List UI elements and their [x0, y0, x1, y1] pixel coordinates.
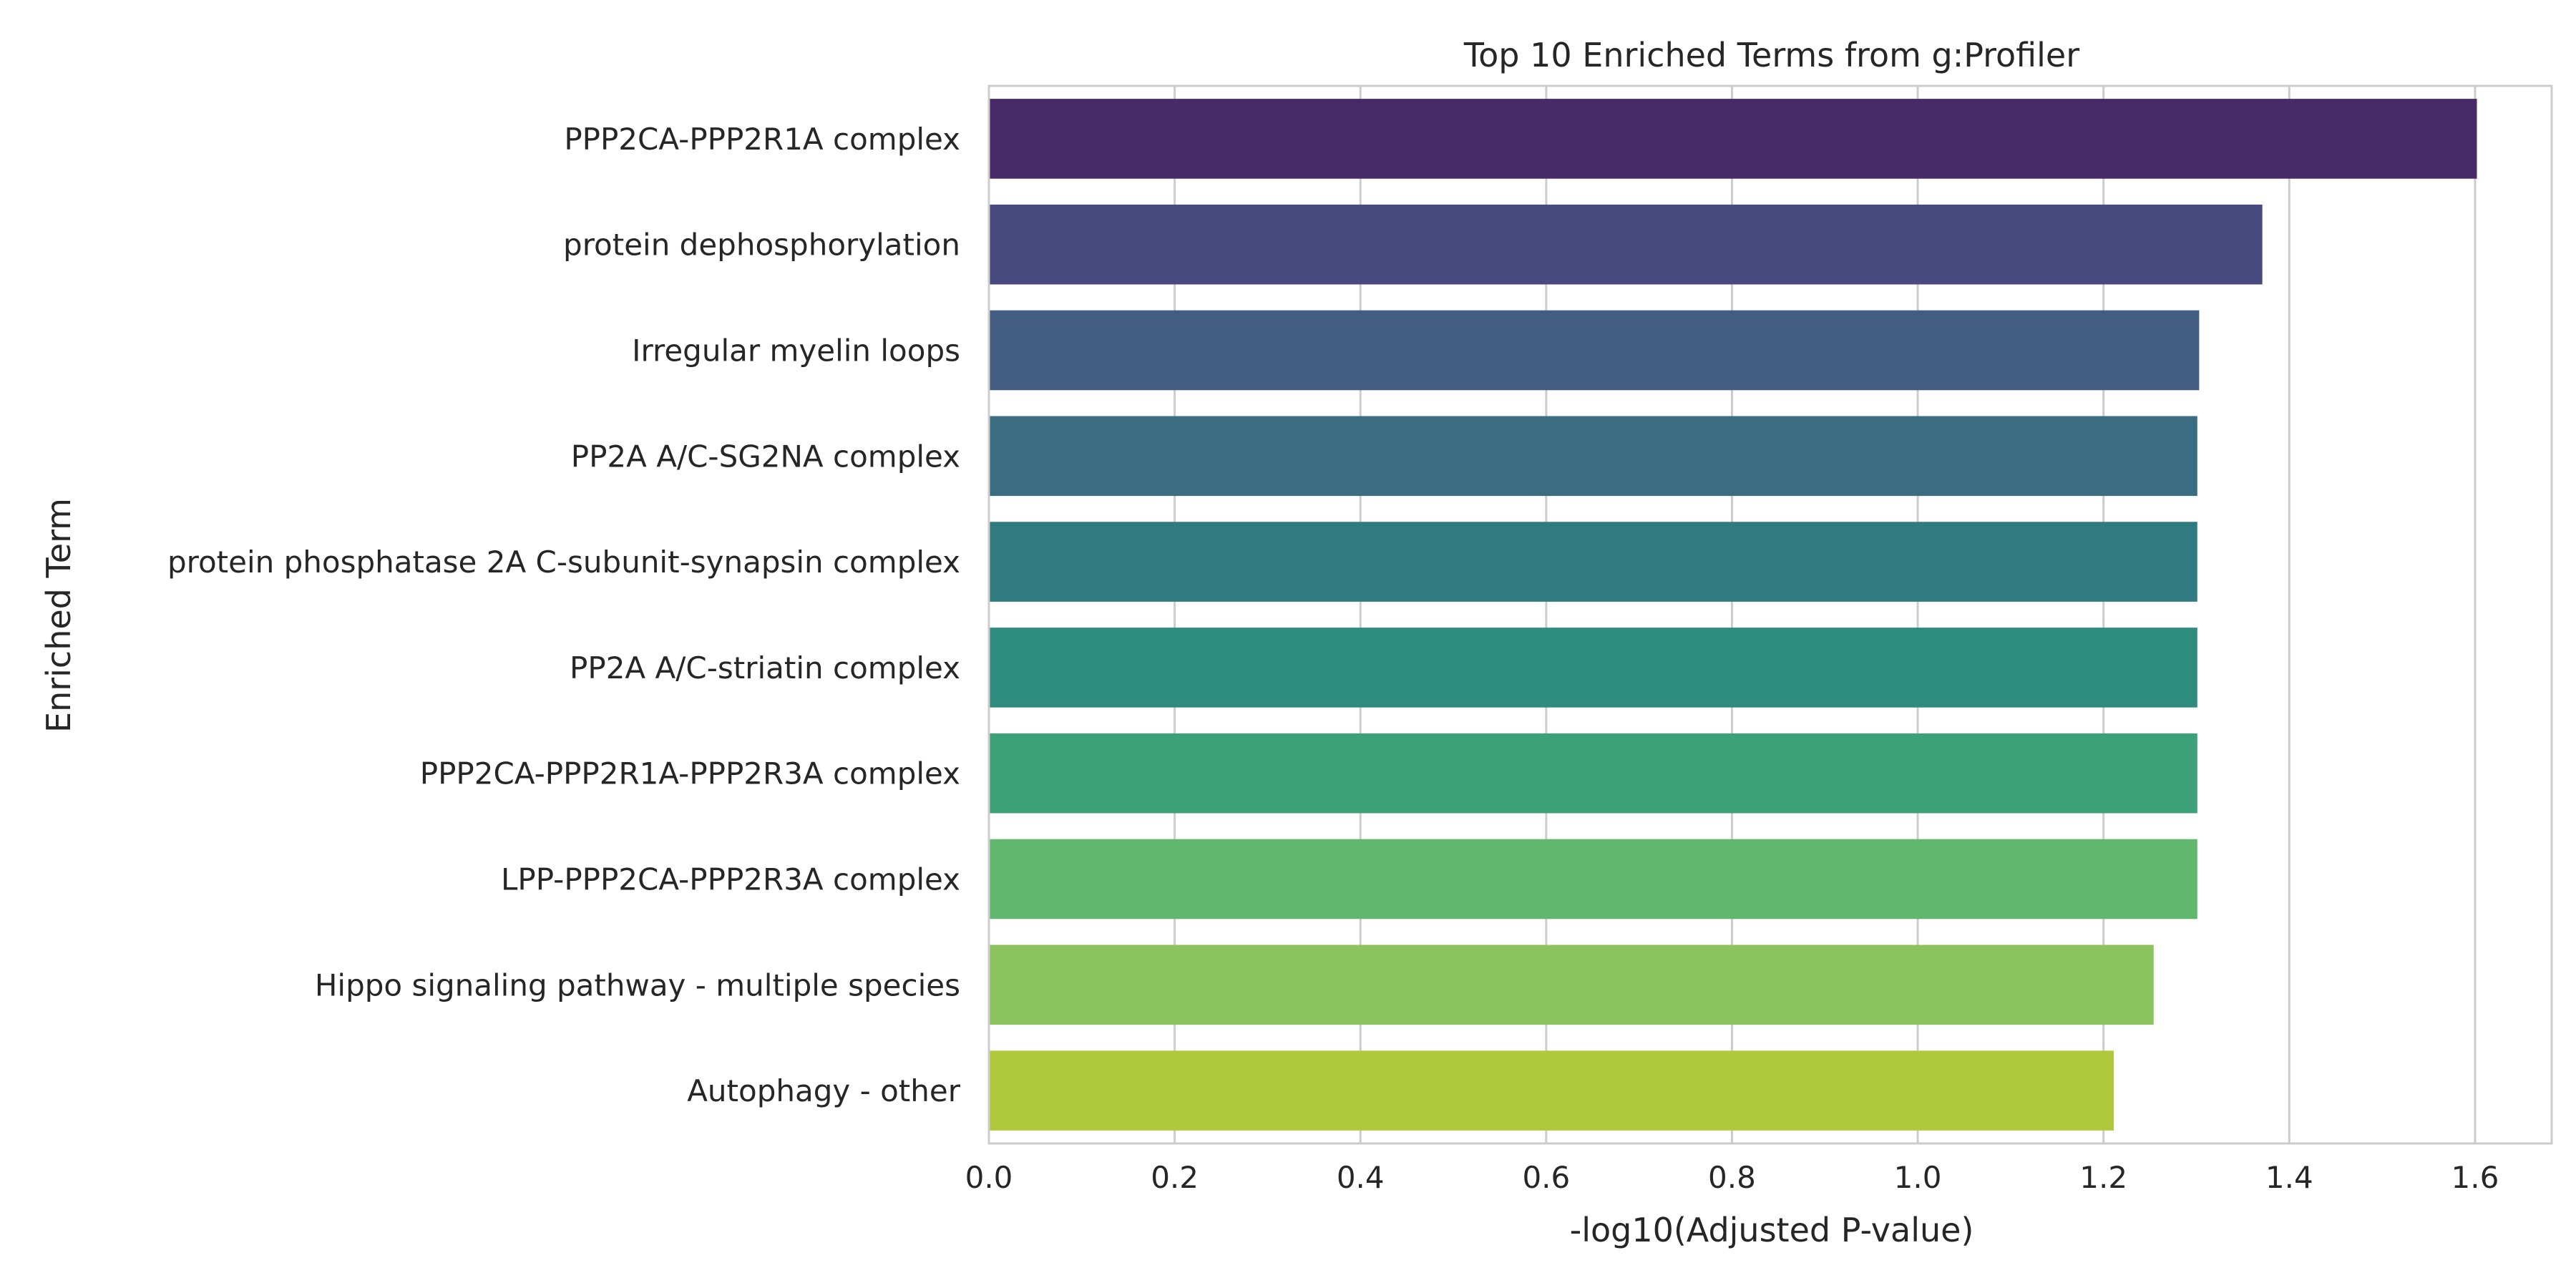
- bar: [989, 733, 2197, 814]
- chart-title: Top 10 Enriched Terms from g:Profiler: [1463, 36, 2079, 74]
- x-tick-label: 0.6: [1522, 1160, 1570, 1195]
- bars: [989, 99, 2477, 1131]
- y-tick-label: Hippo signaling pathway - multiple speci…: [315, 967, 960, 1002]
- bar: [989, 839, 2197, 919]
- x-tick-label: 1.0: [1894, 1160, 1942, 1195]
- x-tick-label: 0.8: [1708, 1160, 1756, 1195]
- bar: [989, 628, 2197, 708]
- bar: [989, 204, 2263, 285]
- y-axis-label: Enriched Term: [39, 498, 78, 733]
- y-tick-label: Autophagy - other: [687, 1073, 961, 1108]
- bar: [989, 945, 2154, 1025]
- y-tick-label: Irregular myelin loops: [632, 333, 960, 369]
- y-tick-label: PPP2CA-PPP2R1A-PPP2R3A complex: [420, 756, 960, 791]
- x-axis-label: -log10(Adjusted P-value): [1570, 1211, 1974, 1249]
- x-tick-label: 1.6: [2451, 1160, 2499, 1195]
- x-tick-label: 1.4: [2265, 1160, 2313, 1195]
- y-tick-labels: PPP2CA-PPP2R1A complex protein dephosphor…: [167, 122, 961, 1108]
- y-tick-label: PP2A A/C-SG2NA complex: [571, 439, 960, 474]
- bar: [989, 1050, 2114, 1131]
- plot-frame: [987, 84, 2553, 1145]
- bar: [989, 416, 2197, 497]
- x-tick-label: 0.0: [965, 1160, 1013, 1195]
- x-tick-label: 1.2: [2079, 1160, 2127, 1195]
- y-tick-label: protein dephosphorylation: [563, 228, 960, 263]
- y-tick-label: PPP2CA-PPP2R1A complex: [564, 122, 960, 157]
- bar: [989, 522, 2197, 602]
- y-tick-label: LPP-PPP2CA-PPP2R3A complex: [501, 862, 960, 897]
- y-tick-label: protein phosphatase 2A C-subunit-synapsi…: [167, 545, 960, 580]
- y-tick-label: PP2A A/C-striatin complex: [570, 650, 960, 686]
- x-tick-labels: 0.0 0.2 0.4 0.6 0.8 1.0 1.2 1.4 1.6: [965, 1160, 2499, 1195]
- bar: [989, 310, 2200, 391]
- x-tick-label: 0.2: [1151, 1160, 1199, 1195]
- x-tick-label: 0.4: [1337, 1160, 1385, 1195]
- bar: [989, 99, 2477, 179]
